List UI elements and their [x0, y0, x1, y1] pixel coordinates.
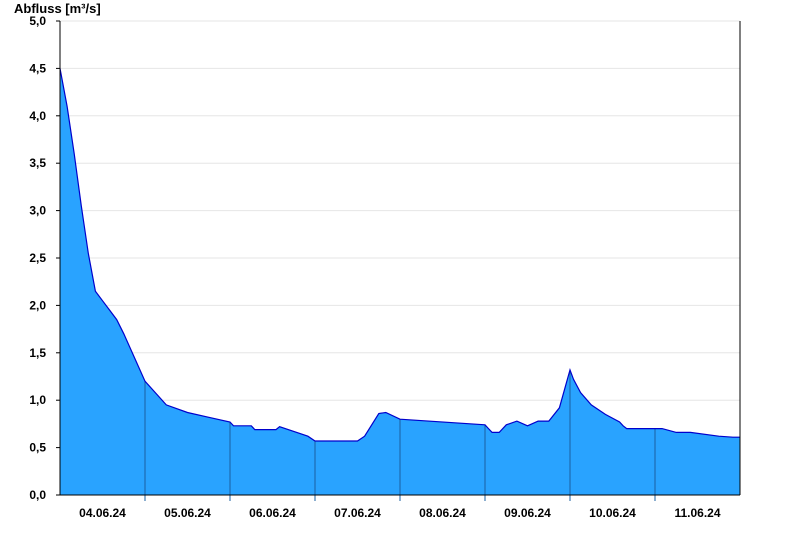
axes	[56, 20, 741, 496]
grid-lines	[60, 20, 740, 449]
x-tick-label: 04.06.24	[79, 506, 126, 520]
x-tick-label: 10.06.24	[589, 506, 636, 520]
y-tick-label: 5,0	[29, 14, 46, 28]
y-tick-label: 0,0	[29, 488, 46, 502]
x-tick-label: 11.06.24	[674, 506, 720, 520]
y-axis-label: Abfluss [m³/s]	[14, 1, 101, 16]
y-tick-label: 2,5	[29, 251, 46, 265]
y-tick-label: 4,0	[29, 109, 46, 123]
x-tick-label: 05.06.24	[164, 506, 211, 520]
discharge-line	[59, 68, 740, 442]
x-tick-label: 08.06.24	[419, 506, 466, 520]
y-tick-label: 0,5	[29, 441, 46, 455]
x-tick-label: 09.06.24	[504, 506, 551, 520]
y-tick-label: 3,0	[29, 204, 46, 218]
y-tick-label: 1,0	[29, 393, 46, 407]
x-tick-labels: 04.06.24 05.06.24 06.06.24 07.06.24 08.06.24…	[79, 506, 721, 520]
y-tick-label: 1,5	[29, 346, 46, 360]
x-tick-label: 07.06.24	[334, 506, 381, 520]
x-tick-label: 06.06.24	[249, 506, 296, 520]
y-tick-label: 4,5	[29, 61, 46, 75]
y-tick-labels: 0,0 0,5 1,0 1,5 2,0 2,5 3,0 3,5 4,0 4,5 5,0	[29, 14, 46, 502]
y-tick-label: 2,0	[29, 298, 46, 312]
day-dividers	[144, 369, 656, 501]
y-tick-label: 3,5	[29, 156, 46, 170]
